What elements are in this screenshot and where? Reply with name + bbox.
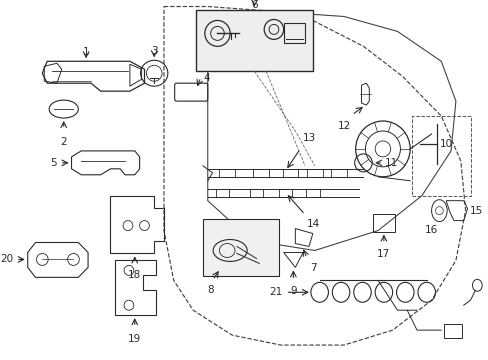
Bar	[306, 169, 322, 177]
Bar	[283, 23, 305, 43]
Text: 15: 15	[468, 206, 482, 216]
Text: 21: 21	[269, 287, 282, 297]
Text: 14: 14	[306, 219, 320, 229]
Text: 10: 10	[439, 139, 451, 149]
Bar	[249, 189, 263, 197]
Bar	[411, 116, 469, 196]
Bar	[305, 189, 319, 197]
Text: 7: 7	[309, 264, 316, 273]
Bar	[253, 169, 268, 177]
Bar	[372, 213, 394, 231]
Text: 8: 8	[207, 285, 214, 295]
Text: 9: 9	[289, 286, 296, 296]
Bar	[282, 169, 298, 177]
Text: 12: 12	[337, 121, 350, 131]
Bar	[219, 169, 235, 177]
Text: 6: 6	[251, 0, 257, 10]
Text: 13: 13	[303, 133, 316, 143]
Text: 19: 19	[128, 334, 141, 344]
Text: 3: 3	[151, 46, 157, 57]
Text: 1: 1	[82, 48, 89, 57]
Bar	[331, 169, 346, 177]
Bar	[215, 189, 229, 197]
Text: 5: 5	[50, 158, 57, 168]
Text: 16: 16	[424, 225, 437, 235]
Bar	[203, 219, 278, 276]
Text: 18: 18	[128, 270, 141, 280]
Bar	[196, 9, 312, 71]
Bar	[278, 189, 292, 197]
Text: 20: 20	[0, 255, 13, 265]
Text: 11: 11	[384, 158, 397, 168]
Text: 4: 4	[203, 73, 210, 83]
Text: 2: 2	[61, 137, 67, 147]
Text: 17: 17	[377, 249, 390, 260]
Bar	[443, 324, 461, 338]
